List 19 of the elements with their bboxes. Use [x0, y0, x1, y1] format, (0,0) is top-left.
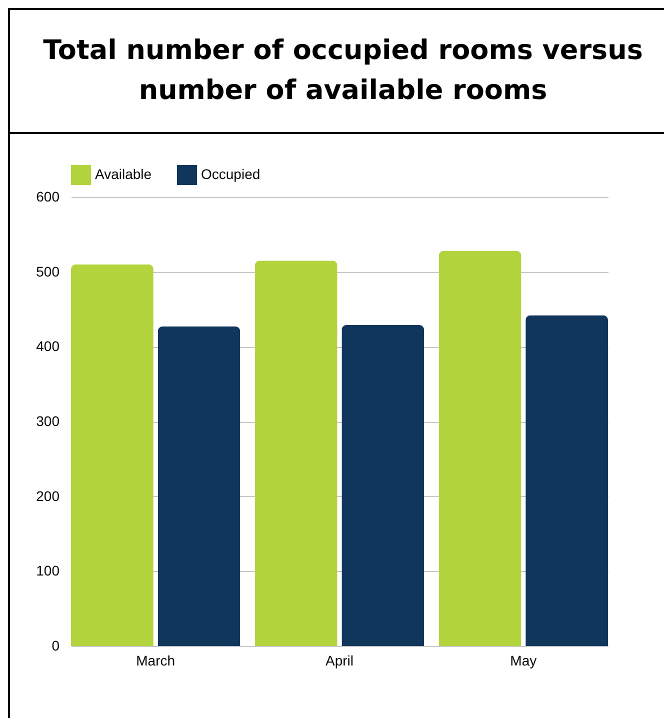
y-tick-label: 600 — [36, 188, 60, 204]
bar — [254, 260, 338, 646]
y-tick-label: 200 — [36, 488, 60, 504]
bar — [158, 326, 240, 646]
y-tick-label: 100 — [36, 562, 60, 579]
y-tick-label: 400 — [36, 338, 60, 354]
y-tick-label: 0 — [52, 638, 60, 654]
x-tick-label: March — [136, 652, 176, 668]
y-tick-label: 300 — [36, 413, 60, 429]
x-tick-label: April — [325, 652, 354, 668]
bar — [526, 315, 608, 646]
bar — [342, 324, 424, 646]
legend-label: Available — [95, 166, 152, 182]
bar — [71, 264, 154, 646]
bar — [438, 250, 522, 646]
legend-label: Occupied — [201, 166, 260, 182]
x-tick-label: May — [510, 652, 537, 668]
chart-title: Total number of occupied rooms versus number of available rooms — [10, 10, 664, 134]
y-tick-label: 500 — [36, 263, 60, 280]
